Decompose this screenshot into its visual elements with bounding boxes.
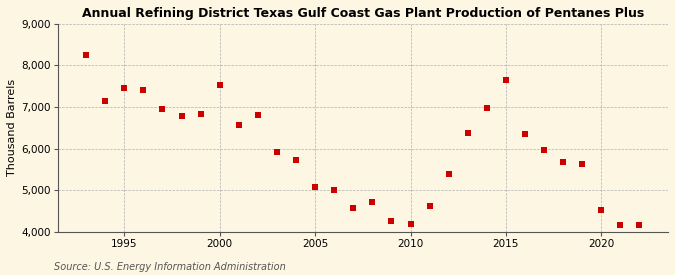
Point bbox=[234, 122, 244, 127]
Point bbox=[596, 208, 607, 212]
Point bbox=[138, 88, 148, 93]
Point bbox=[577, 162, 588, 167]
Point bbox=[176, 114, 187, 119]
Point bbox=[119, 86, 130, 90]
Point bbox=[386, 218, 397, 223]
Point bbox=[634, 222, 645, 227]
Title: Annual Refining District Texas Gulf Coast Gas Plant Production of Pentanes Plus: Annual Refining District Texas Gulf Coas… bbox=[82, 7, 644, 20]
Point bbox=[539, 147, 549, 152]
Point bbox=[462, 131, 473, 135]
Point bbox=[215, 83, 225, 87]
Point bbox=[157, 107, 168, 111]
Point bbox=[329, 188, 340, 192]
Point bbox=[195, 112, 206, 116]
Point bbox=[367, 200, 378, 204]
Point bbox=[348, 205, 358, 210]
Point bbox=[615, 222, 626, 227]
Point bbox=[310, 185, 321, 189]
Point bbox=[291, 158, 302, 163]
Point bbox=[271, 150, 282, 154]
Point bbox=[481, 106, 492, 111]
Point bbox=[81, 53, 92, 57]
Point bbox=[252, 112, 263, 117]
Point bbox=[443, 171, 454, 176]
Point bbox=[520, 131, 531, 136]
Y-axis label: Thousand Barrels: Thousand Barrels bbox=[7, 79, 17, 177]
Point bbox=[405, 222, 416, 226]
Point bbox=[500, 78, 511, 83]
Point bbox=[424, 204, 435, 208]
Point bbox=[558, 160, 568, 165]
Point bbox=[100, 99, 111, 103]
Text: Source: U.S. Energy Information Administration: Source: U.S. Energy Information Administ… bbox=[54, 262, 286, 272]
